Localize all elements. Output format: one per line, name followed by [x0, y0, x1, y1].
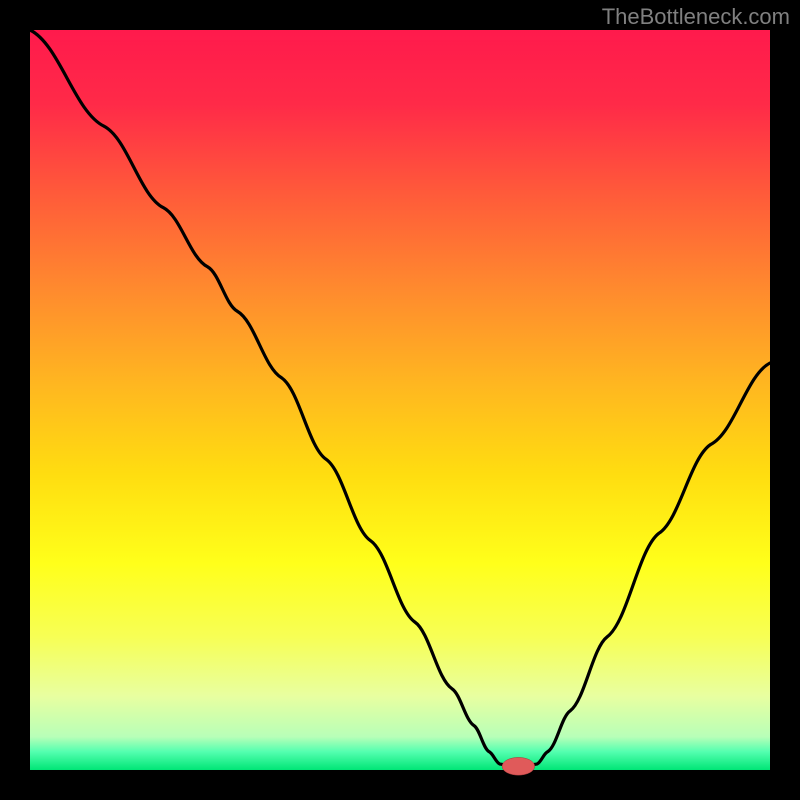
plot-background — [30, 30, 770, 770]
optimal-marker — [502, 757, 535, 775]
bottleneck-chart — [0, 0, 800, 800]
watermark-text: TheBottleneck.com — [602, 4, 790, 30]
chart-container: TheBottleneck.com — [0, 0, 800, 800]
